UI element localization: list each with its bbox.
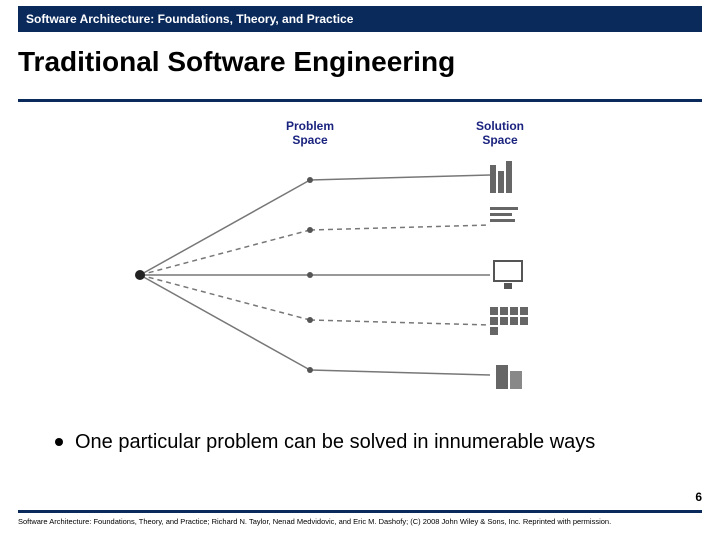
solution-icon-bars [490, 157, 530, 193]
page-title: Traditional Software Engineering [18, 46, 702, 78]
solution-icon-lines [490, 207, 530, 243]
solution-icon-monitor [490, 257, 530, 293]
list-item: One particular problem can be solved in … [55, 430, 680, 455]
bullet-list: One particular problem can be solved in … [55, 430, 680, 455]
slide: Software Architecture: Foundations, Theo… [0, 0, 720, 540]
title-wrap: Traditional Software Engineering [18, 34, 702, 102]
diagram: ProblemSpace SolutionSpace [110, 120, 610, 420]
bullet-icon [55, 438, 63, 446]
course-title: Software Architecture: Foundations, Theo… [26, 12, 353, 26]
diagram-edges [110, 120, 610, 420]
footer: Software Architecture: Foundations, Theo… [18, 510, 702, 534]
solution-icon-building [490, 357, 530, 393]
solution-icon-grid [490, 307, 530, 343]
page-number: 6 [695, 490, 702, 504]
top-bar: Software Architecture: Foundations, Theo… [18, 6, 702, 32]
bullet-text: One particular problem can be solved in … [75, 430, 595, 455]
problem-vertex-icon [135, 270, 145, 280]
footer-text: Software Architecture: Foundations, Theo… [18, 517, 702, 526]
